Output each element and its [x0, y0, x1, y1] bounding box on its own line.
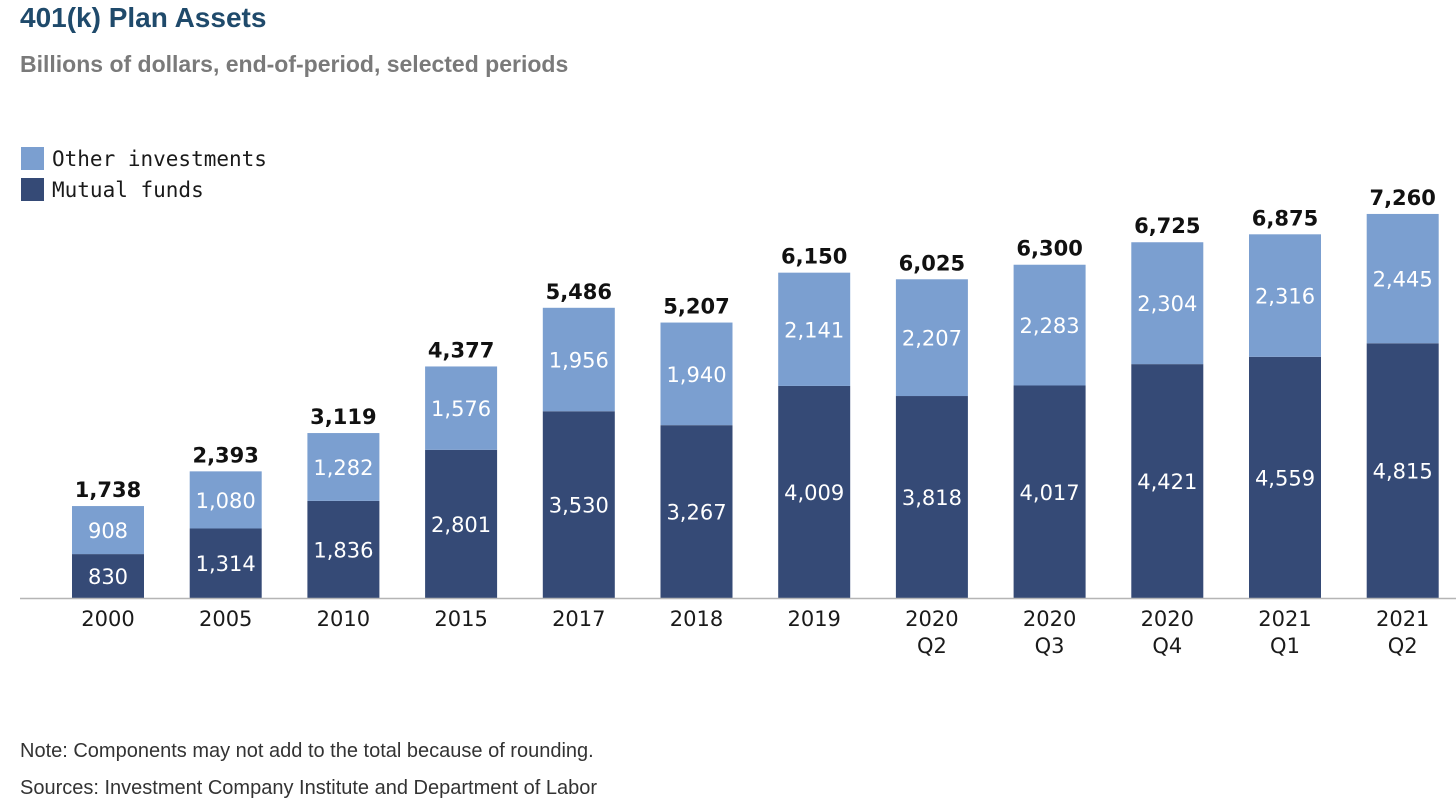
- data-label-mutual-funds: 4,017: [1020, 481, 1080, 505]
- x-tick-label: Q1: [1270, 634, 1300, 658]
- data-label-other-investments: 2,304: [1137, 292, 1197, 316]
- chart-legend: Other investments Mutual funds: [21, 143, 267, 205]
- x-tick-label: 2000: [81, 607, 134, 631]
- x-tick-label: 2019: [787, 607, 840, 631]
- data-label-other-investments: 2,207: [902, 327, 962, 351]
- data-label-other-investments: 2,445: [1373, 268, 1433, 292]
- legend-swatch-other-investments: [21, 147, 44, 170]
- data-label-other-investments: 908: [88, 519, 128, 543]
- data-label-other-investments: 2,283: [1020, 314, 1080, 338]
- data-label-other-investments: 1,080: [196, 489, 256, 513]
- data-label-other-investments: 1,282: [313, 456, 373, 480]
- total-label: 6,150: [781, 245, 847, 269]
- data-label-mutual-funds: 2,801: [431, 513, 491, 537]
- data-label-mutual-funds: 1,314: [196, 552, 256, 576]
- data-label-mutual-funds: 4,559: [1255, 466, 1315, 490]
- total-label: 5,207: [663, 295, 729, 319]
- data-label-mutual-funds: 4,421: [1137, 470, 1197, 494]
- x-tick-label: 2020: [1023, 607, 1076, 631]
- total-label: 2,393: [192, 443, 258, 467]
- x-tick-label: 2015: [434, 607, 487, 631]
- x-tick-label: 2005: [199, 607, 252, 631]
- total-label: 6,875: [1252, 206, 1318, 230]
- data-label-mutual-funds: 3,530: [549, 494, 609, 518]
- x-tick-label: Q2: [1388, 634, 1418, 658]
- total-label: 5,486: [546, 280, 612, 304]
- x-tick-label: 2017: [552, 607, 605, 631]
- x-tick-label: 2020: [905, 607, 958, 631]
- data-label-mutual-funds: 1,836: [313, 538, 373, 562]
- total-label: 7,260: [1369, 186, 1435, 210]
- legend-swatch-mutual-funds: [21, 178, 44, 201]
- legend-item-other-investments: Other investments: [21, 143, 267, 174]
- x-tick-label: 2018: [670, 607, 723, 631]
- x-tick-label: 2021: [1376, 607, 1429, 631]
- x-tick-label: Q3: [1035, 634, 1065, 658]
- total-label: 1,738: [75, 478, 141, 502]
- data-label-mutual-funds: 4,815: [1373, 460, 1433, 484]
- x-tick-label: Q2: [917, 634, 947, 658]
- x-tick-label: 2021: [1258, 607, 1311, 631]
- data-label-other-investments: 1,956: [549, 349, 609, 373]
- footnote-rounding: Note: Components may not add to the tota…: [20, 740, 594, 763]
- data-label-other-investments: 2,316: [1255, 285, 1315, 309]
- total-label: 4,377: [428, 338, 494, 362]
- x-tick-label: 2020: [1141, 607, 1194, 631]
- data-label-mutual-funds: 4,009: [784, 481, 844, 505]
- data-label-mutual-funds: 3,267: [666, 501, 726, 525]
- legend-label-other-investments: Other investments: [52, 147, 267, 171]
- legend-item-mutual-funds: Mutual funds: [21, 174, 267, 205]
- total-label: 6,300: [1016, 237, 1082, 261]
- x-tick-label: 2010: [317, 607, 370, 631]
- data-label-other-investments: 2,141: [784, 318, 844, 342]
- data-label-mutual-funds: 830: [88, 565, 128, 589]
- data-label-other-investments: 1,576: [431, 397, 491, 421]
- data-label-other-investments: 1,940: [666, 363, 726, 387]
- footnote-sources: Sources: Investment Company Institute an…: [20, 777, 597, 800]
- total-label: 3,119: [310, 405, 376, 429]
- data-label-mutual-funds: 3,818: [902, 486, 962, 510]
- stacked-bar-chart: 830 908 1,738 2000 1,314 1,080 2,393 2005 1,836 1…: [0, 0, 1456, 700]
- x-tick-label: Q4: [1152, 634, 1182, 658]
- total-label: 6,725: [1134, 214, 1200, 238]
- legend-label-mutual-funds: Mutual funds: [52, 178, 204, 202]
- total-label: 6,025: [899, 251, 965, 275]
